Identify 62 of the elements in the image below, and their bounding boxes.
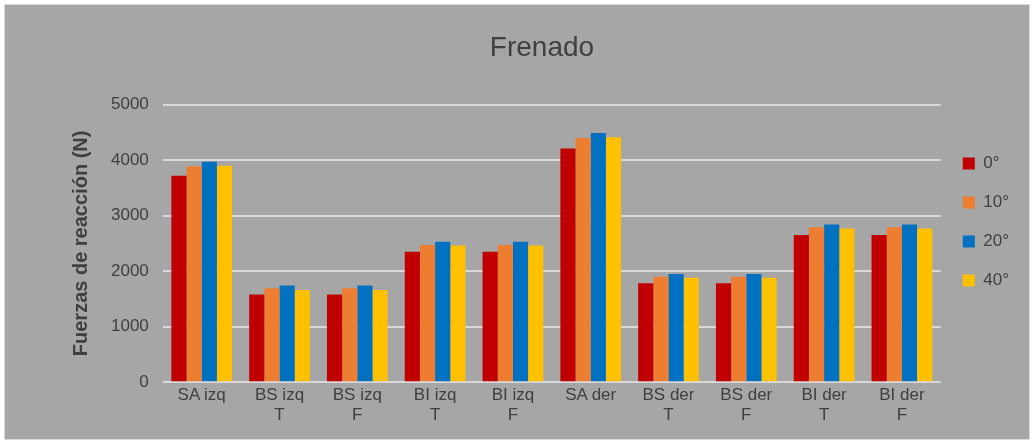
x-tick-label: BI izq T	[413, 385, 457, 425]
bar	[279, 285, 295, 382]
bar	[808, 227, 825, 382]
bar	[683, 277, 699, 382]
bar	[575, 137, 591, 382]
x-tick-label: BS izq T	[254, 385, 305, 425]
bar	[512, 241, 529, 382]
x-tick-label: BI der T	[801, 385, 848, 425]
legend-label: 0°	[983, 153, 1000, 173]
bar	[435, 241, 451, 382]
bar	[715, 283, 732, 382]
x-tick-label: SA izq	[177, 385, 226, 405]
bar	[186, 166, 202, 382]
bar	[497, 245, 513, 382]
bar	[171, 175, 187, 382]
bar	[731, 276, 747, 382]
bar	[824, 224, 840, 382]
bar	[653, 276, 669, 382]
bar	[871, 235, 887, 382]
bar	[746, 273, 762, 382]
bar	[342, 288, 358, 382]
bar	[560, 148, 576, 382]
y-axis-title: Fuerzas de reacción (N)	[68, 130, 91, 357]
bar	[638, 283, 654, 382]
bar	[590, 132, 606, 382]
bar	[249, 294, 265, 382]
legend-label: 40°	[983, 270, 1010, 290]
bar	[482, 251, 498, 382]
bar	[419, 245, 436, 382]
bar	[264, 288, 280, 382]
bar	[216, 165, 233, 382]
x-tick-label: BS izq F	[332, 385, 382, 425]
x-tick-label: BS der F	[720, 385, 773, 425]
bar	[901, 224, 918, 382]
bar	[294, 290, 310, 382]
bar	[201, 161, 217, 382]
bar	[357, 285, 373, 382]
y-tick-label: 2000	[110, 260, 149, 280]
bar	[450, 245, 466, 382]
bar	[839, 228, 855, 382]
legend-label: 20°	[983, 231, 1010, 251]
bar	[886, 227, 902, 382]
bar	[668, 273, 684, 382]
x-tick-label: BI izq F	[491, 385, 535, 425]
bar	[793, 235, 809, 382]
bar	[917, 228, 933, 382]
y-tick-label: 3000	[110, 205, 149, 225]
bar	[528, 245, 544, 382]
x-tick-label: SA der	[565, 385, 617, 405]
legend-label: 10°	[983, 192, 1010, 212]
x-tick-label: BI der F	[879, 385, 925, 425]
y-tick-label: 1000	[110, 316, 149, 336]
bar	[404, 251, 420, 382]
x-tick-label: BS der T	[642, 385, 695, 425]
bar	[326, 294, 343, 382]
y-tick-label: 0	[139, 371, 149, 391]
bar	[372, 290, 388, 382]
chart-title: Frenado	[489, 30, 595, 62]
y-tick-label: 4000	[110, 149, 149, 169]
bar	[605, 137, 622, 382]
y-tick-label: 5000	[110, 94, 149, 114]
bar	[761, 277, 777, 382]
